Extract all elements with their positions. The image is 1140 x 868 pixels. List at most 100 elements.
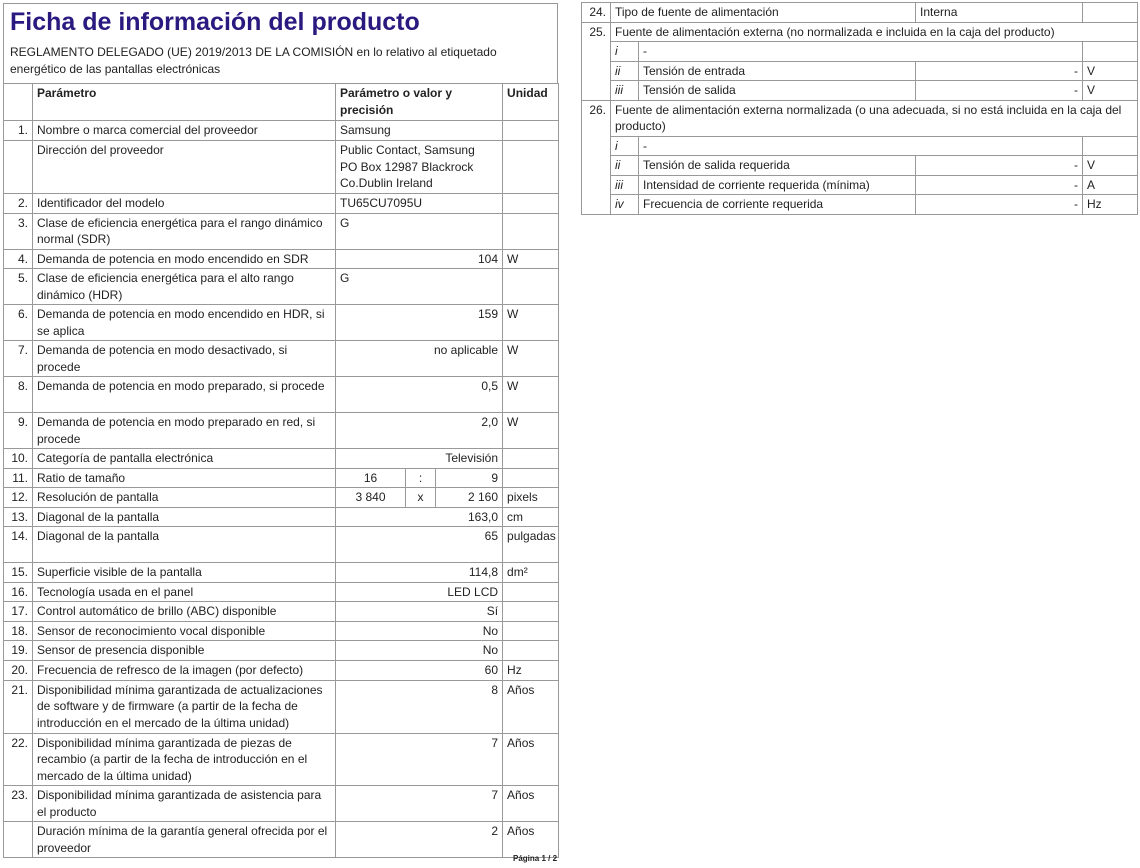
sub-row: iv Frecuencia de corriente requerida - Hz (582, 194, 1139, 215)
parameter-value: Public Contact, Samsung PO Box 12987 Bla… (334, 140, 504, 194)
value-separator: : (405, 467, 436, 488)
sub-index: ii (610, 60, 639, 81)
unit (502, 448, 560, 469)
parameter-value: Televisión (334, 448, 504, 469)
unit: V (1082, 60, 1139, 81)
unit (502, 620, 560, 641)
section-label: Fuente de alimentación externa normaliza… (609, 99, 1139, 137)
regulation-subtitle: REGLAMENTO DELEGADO (UE) 2019/2013 DE LA… (10, 45, 497, 76)
table-row: 1. Nombre o marca comercial del proveedor… (3, 120, 560, 141)
unit (502, 581, 560, 602)
parameter-label: Clase de eficiencia energética para el a… (32, 268, 336, 305)
row-number: 1. (3, 120, 33, 141)
unit: Años (502, 732, 560, 786)
value-part: 3 840 (335, 487, 406, 508)
parameter-value: - (915, 60, 1084, 81)
parameter-label: Ratio de tamaño (32, 467, 336, 488)
table-row: 5. Clase de eficiencia energética para el… (3, 268, 560, 305)
row-number: 22. (3, 732, 33, 786)
row-number: 19. (3, 640, 33, 661)
parameter-value: 65 (334, 526, 504, 563)
sub-row: ii Tensión de entrada - V (582, 60, 1139, 81)
parameter-label: Diagonal de la pantalla (32, 526, 336, 563)
row-number: 26. (581, 99, 611, 215)
table-row: 16. Tecnología usada en el panel LED LCD (3, 581, 560, 602)
parameter-label: Clase de eficiencia energética para el r… (32, 212, 336, 250)
row-number: 21. (3, 679, 33, 734)
page-number: Página 1 / 2 (513, 854, 558, 863)
value-part: 2 160 (434, 487, 504, 508)
row-number: 23. (3, 785, 33, 822)
row-number: 17. (3, 601, 33, 622)
row-number: 11. (3, 467, 33, 488)
parameter-table: Parámetro Parámetro o valor y precisión … (3, 83, 560, 858)
table-row: 9. Demanda de potencia en modo preparado … (3, 412, 560, 449)
parameter-label: Categoría de pantalla electrónica (32, 448, 336, 469)
parameter-label: Disponibilidad mínima garantizada de act… (32, 679, 336, 734)
sub-row: i- (582, 41, 1139, 62)
row-number: 12. (3, 487, 33, 508)
parameter-label: Duración mínima de la garantía general o… (32, 821, 336, 858)
table-row: 17. Control automático de brillo (ABC) di… (3, 601, 560, 622)
parameter-value: 104 (334, 248, 504, 269)
row-number: 18. (3, 620, 33, 641)
table-row: 3. Clase de eficiencia energética para el… (3, 212, 560, 250)
row-number: 15. (3, 562, 33, 583)
table-row: 15. Superficie visible de la pantalla 114,… (3, 562, 560, 583)
row-number: 7. (3, 340, 33, 377)
table-row: 13. Diagonal de la pantalla 163,0 cm (3, 506, 560, 527)
parameter-value: 2,0 (334, 412, 504, 449)
unit: cm (502, 506, 560, 527)
table-row: 4. Demanda de potencia en modo encendido … (3, 248, 560, 269)
table-row: 8. Demanda de potencia en modo preparado,… (3, 376, 560, 413)
sub-row: iii Intensidad de corriente requerida (mí… (582, 174, 1139, 195)
unit: W (502, 340, 560, 377)
parameter-label: Sensor de reconocimiento vocal disponibl… (32, 620, 336, 641)
table-row: 21. Disponibilidad mínima garantizada de … (3, 679, 560, 734)
table-row: 12. Resolución de pantalla 3 840 x 2 160 pixe… (3, 487, 560, 508)
parameter-label: Identificador del modelo (32, 193, 336, 214)
unit (1082, 135, 1139, 156)
parameter-value: 7 (334, 785, 504, 822)
unit: W (502, 248, 560, 269)
parameter-value: G (334, 212, 504, 250)
parameter-value: Sí (334, 601, 504, 622)
row-number: 8. (3, 376, 33, 413)
parameter-value: 159 (334, 304, 504, 341)
row-number (3, 140, 33, 194)
table-row: 23. Disponibilidad mínima garantizada de … (3, 785, 560, 822)
parameter-value: No (334, 640, 504, 661)
row-number: 9. (3, 412, 33, 449)
sub-index: i (610, 135, 639, 156)
row-number: 13. (3, 506, 33, 527)
parameter-value: 114,8 (334, 562, 504, 583)
left-table-section: Ficha de información del producto REGLAM… (3, 3, 560, 858)
row-number: 14. (3, 526, 33, 563)
unit (502, 140, 560, 194)
row-number (3, 821, 33, 858)
parameter-label: Demanda de potencia en modo preparado, s… (32, 376, 336, 413)
parameter-value: Samsung (334, 120, 504, 141)
table-row: 26. Fuente de alimentación externa normal… (581, 99, 1139, 215)
header-param: Parámetro (32, 83, 336, 121)
header-unit: Unidad (502, 83, 560, 121)
row-number: 20. (3, 659, 33, 681)
row-number: 24. (581, 2, 611, 23)
table-row: 18. Sensor de reconocimiento vocal dispon… (3, 620, 560, 641)
parameter-value: 2 (334, 821, 504, 858)
parameter-label: Disponibilidad mínima garantizada de asi… (32, 785, 336, 822)
unit: W (502, 412, 560, 449)
section-label: Fuente de alimentación externa (no norma… (609, 21, 1139, 42)
unit (502, 640, 560, 661)
table-row: 11. Ratio de tamaño 16:9 (3, 467, 560, 488)
unit (502, 467, 560, 488)
power-supply-table: 24. Tipo de fuente de alimentación Interna… (581, 2, 1139, 215)
table-row: Duración mínima de la garantía general o… (3, 821, 560, 858)
header-value: Parámetro o valor y precisión (334, 83, 504, 121)
table-row: 22. Disponibilidad mínima garantizada de … (3, 732, 560, 786)
parameter-value: no aplicable (334, 340, 504, 377)
table-row: 24. Tipo de fuente de alimentación Interna (581, 2, 1139, 23)
parameter-label: Disponibilidad mínima garantizada de pie… (32, 732, 336, 786)
unit (502, 268, 560, 305)
unit: W (502, 376, 560, 413)
